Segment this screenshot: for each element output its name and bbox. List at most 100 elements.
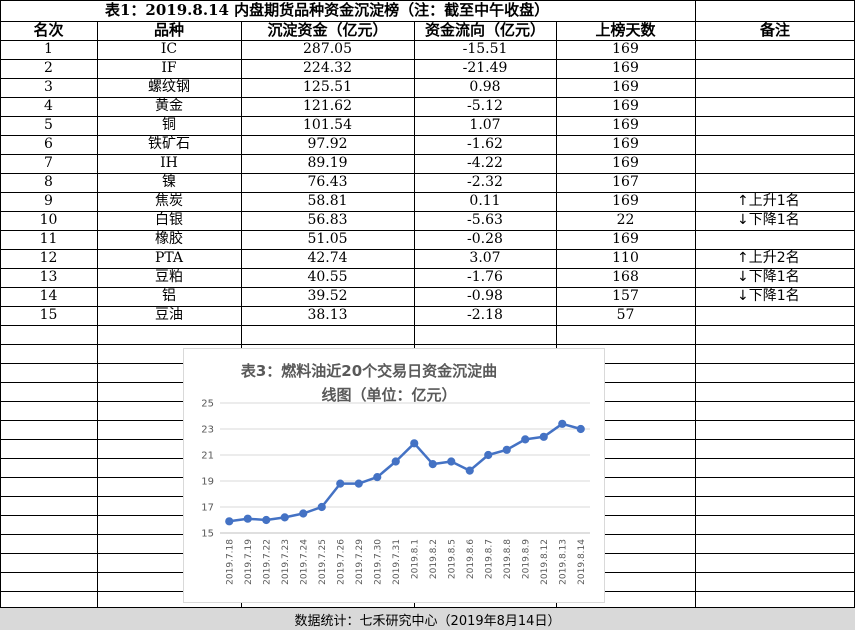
x-tick-label: 2019.8.8 [503,539,513,579]
cell-note: ↑上升2名 [737,250,800,266]
cell-product: IC [160,41,178,57]
data-point [521,435,530,444]
cell-days: 169 [612,98,639,114]
x-tick-label: 2019.7.24 [299,539,309,585]
grid-row-line [0,97,855,98]
data-point [354,479,363,488]
grid-row-line [0,116,855,117]
data-point [465,466,474,475]
cell-funds: 76.43 [307,174,348,190]
grid-row-line [0,21,855,22]
header-days: 上榜天数 [595,21,656,39]
cell-funds: 38.13 [307,307,348,323]
grid-col-line [695,0,696,607]
cell-flow: -2.18 [467,307,503,323]
cell-days: 157 [612,288,639,304]
x-tick-label: 2019.8.1 [410,539,420,579]
cell-funds: 39.52 [307,288,348,304]
cell-product: IF [161,60,177,76]
x-tick-label: 2019.7.23 [281,539,291,585]
cell-note: ↓下降1名 [737,269,800,285]
data-point [428,460,437,469]
cell-rank: 15 [39,307,58,323]
cell-funds: 121.62 [303,98,352,114]
header-product: 品种 [153,21,184,39]
cell-product: 黄金 [155,98,183,114]
y-tick-label: 15 [201,529,214,540]
cell-rank: 14 [39,288,58,304]
cell-rank: 12 [39,250,58,266]
cell-flow: 0.98 [469,79,501,95]
header-funds: 沉淀资金（亿元） [267,21,388,39]
cell-note [695,97,855,116]
data-point [280,513,289,522]
cell-rank: 2 [44,60,53,76]
grid-top-line [0,0,855,1]
header-flow: 资金流向（亿元） [424,21,545,39]
cell-days: 169 [612,231,639,247]
cell-days: 57 [616,307,635,323]
grid-left-line [0,0,1,607]
cell-funds: 224.32 [303,60,352,76]
cell-funds: 51.05 [307,231,348,247]
data-point [225,517,234,526]
x-tick-label: 2019.8.13 [558,539,568,585]
header-rank: 名次 [33,21,64,39]
x-tick-label: 2019.8.14 [577,539,587,585]
cell-flow: 0.11 [469,193,501,209]
grid-col-line [97,21,98,607]
cell-note [695,59,855,78]
cell-rank: 5 [44,117,53,133]
table-title: 表1：2019.8.14 内盘期货品种资金沉淀榜（注：截至中午收盘） [105,1,550,19]
cell-flow: -1.76 [467,269,503,285]
cell-note [695,116,855,135]
cell-note [695,230,855,249]
cell-note: ↓下降1名 [737,212,800,228]
cell-flow: -21.49 [462,60,508,76]
grid-row-line [0,306,855,307]
cell-rank: 4 [44,98,53,114]
cell-days: 169 [612,136,639,152]
cell-flow: -0.98 [467,288,503,304]
grid-row-line [0,249,855,250]
cell-funds: 42.74 [307,250,348,266]
cell-product: 铜 [162,117,176,133]
grid-row-line [0,287,855,288]
data-point [262,515,271,525]
grid-row-line [0,78,855,79]
cell-flow: 3.07 [469,250,501,266]
cell-product: 铁矿石 [148,136,190,152]
x-tick-label: 2019.8.6 [466,539,476,579]
data-point [410,439,419,448]
cell-note [695,154,855,173]
x-tick-label: 2019.7.22 [262,539,272,585]
cell-product: PTA [154,250,184,266]
data-point [484,450,493,460]
chart-title-line-2: 线图（单位：亿元） [321,386,456,404]
cell-days: 169 [612,193,639,209]
x-tick-label: 2019.8.2 [429,539,439,579]
cell-product: 铝 [162,288,176,304]
cell-rank: 7 [44,155,53,171]
grid-row-line [0,325,855,326]
cell-product: 豆油 [155,307,183,323]
x-tick-label: 2019.7.29 [355,539,365,585]
cell-note: ↓下降1名 [737,288,800,304]
chart-title-line-1: 表3：燃料油近20个交易日资金沉淀曲 [241,362,497,380]
grid-col-line [241,21,242,607]
x-tick-label: 2019.7.18 [225,539,235,585]
header-note: 备注 [759,21,790,39]
cell-flow: -15.51 [462,41,508,57]
grid-row-line [0,173,855,174]
chart-canvas: 表3：燃料油近20个交易日资金沉淀曲 线图（单位：亿元） 15 17 19 21 23 2… [201,362,590,585]
x-tick-label: 2019.8.7 [484,539,494,579]
grid-row-line [0,59,855,60]
cell-flow: -5.12 [467,98,503,114]
cell-product: 螺纹钢 [148,79,190,95]
cell-product: IH [160,155,178,171]
cell-rank: 3 [44,79,53,95]
x-tick-label: 2019.7.31 [392,539,402,585]
cell-product: 橡胶 [155,231,183,247]
cell-flow: 1.07 [469,117,501,133]
x-tick-label: 2019.7.26 [336,539,346,585]
